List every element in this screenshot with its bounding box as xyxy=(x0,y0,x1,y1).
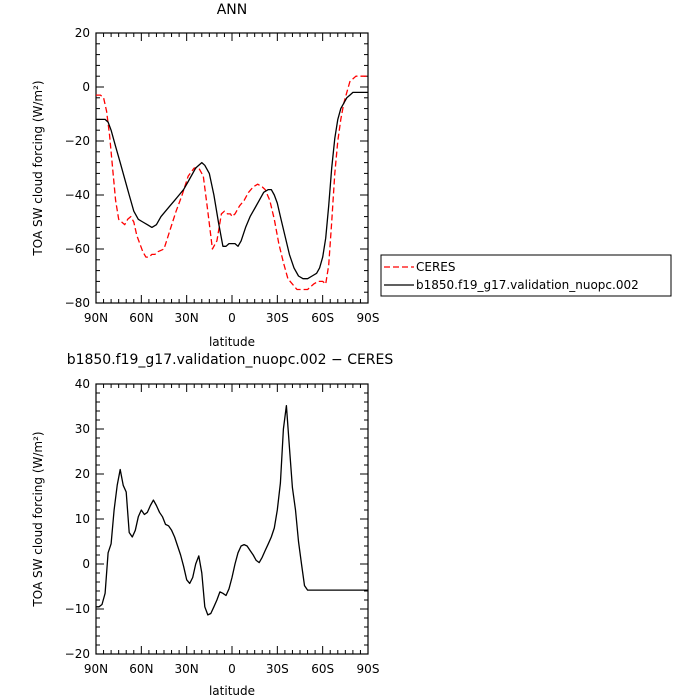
series-line-0 xyxy=(96,404,368,616)
x-axis-label: latitude xyxy=(209,684,255,698)
y-tick-label: 10 xyxy=(75,512,90,526)
legend-label: b1850.f19_g17.validation_nuopc.002 xyxy=(416,278,639,292)
y-axis-label: TOA SW cloud forcing (W/m²) xyxy=(31,431,45,607)
x-tick-label: 60N xyxy=(129,311,153,325)
x-tick-label: 30N xyxy=(175,311,199,325)
plot-frame xyxy=(95,32,369,304)
y-tick-label: 0 xyxy=(82,80,90,94)
y-tick-label: −20 xyxy=(65,134,90,148)
x-tick-label: 30N xyxy=(175,662,199,676)
x-tick-label: 30S xyxy=(266,311,289,325)
y-tick-label: −80 xyxy=(65,296,90,310)
x-tick-label: 30S xyxy=(266,662,289,676)
x-tick-label: 0 xyxy=(228,662,236,676)
y-tick-label: 20 xyxy=(75,26,90,40)
y-tick-label: 0 xyxy=(82,557,90,571)
x-tick-label: 0 xyxy=(228,311,236,325)
x-tick-label: 90N xyxy=(84,662,108,676)
y-tick-label: −60 xyxy=(65,242,90,256)
x-tick-label: 90S xyxy=(357,662,380,676)
chart-title: ANN xyxy=(217,2,248,18)
x-axis-label: latitude xyxy=(209,335,255,349)
chart-panel-difference: b1850.f19_g17.validation_nuopc.002 − CER… xyxy=(31,352,393,698)
chart-title: b1850.f19_g17.validation_nuopc.002 − CER… xyxy=(67,352,394,368)
y-tick-label: −20 xyxy=(65,647,90,661)
y-tick-label: −10 xyxy=(65,602,90,616)
legend-box xyxy=(380,254,672,297)
x-tick-label: 60S xyxy=(311,662,334,676)
legend-label: CERES xyxy=(416,260,456,274)
x-tick-label: 60N xyxy=(129,662,153,676)
x-tick-label: 90N xyxy=(84,311,108,325)
chart-panel-annual: ANN −80 −60 −40 −20 0 20 90N 60N 30N 0 30S 60S 90S lat… xyxy=(31,2,672,349)
y-tick-label: 20 xyxy=(75,467,90,481)
series-line-0 xyxy=(96,75,368,291)
y-tick-label: 30 xyxy=(75,422,90,436)
series-line-1 xyxy=(96,91,368,280)
plot-frame xyxy=(95,383,369,655)
y-tick-label: 40 xyxy=(75,377,90,391)
x-tick-label: 90S xyxy=(357,311,380,325)
y-tick-label: −40 xyxy=(65,188,90,202)
x-tick-label: 60S xyxy=(311,311,334,325)
y-axis-label: TOA SW cloud forcing (W/m²) xyxy=(31,80,45,256)
